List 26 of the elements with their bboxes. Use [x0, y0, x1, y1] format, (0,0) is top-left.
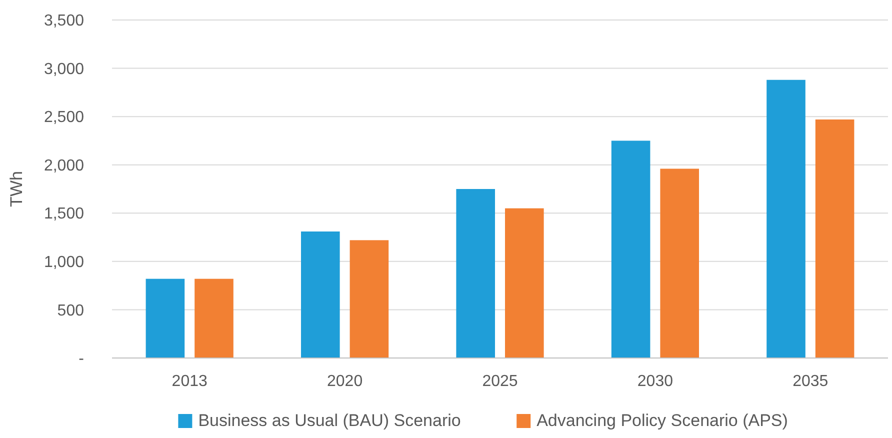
- bar: [350, 240, 389, 358]
- legend-label: Business as Usual (BAU) Scenario: [198, 411, 461, 430]
- x-tick-label: 2013: [172, 373, 208, 390]
- legend-label: Advancing Policy Scenario (APS): [536, 411, 788, 430]
- y-tick-label: 500: [57, 302, 84, 320]
- y-axis-title: TWh: [7, 171, 26, 207]
- y-tick-label: 3,500: [44, 12, 84, 30]
- bar: [505, 208, 544, 358]
- x-tick-label: 2025: [482, 373, 518, 390]
- bar: [456, 189, 495, 358]
- bar: [660, 168, 699, 358]
- y-tick-label: -: [78, 350, 84, 368]
- x-tick-label: 2035: [792, 373, 828, 390]
- bar: [146, 278, 185, 358]
- bar: [815, 119, 854, 358]
- y-tick-label: 2,500: [44, 109, 84, 126]
- x-tick-label: 2020: [327, 373, 363, 390]
- bar: [301, 231, 340, 358]
- y-tick-label: 2,000: [44, 157, 84, 174]
- y-tick-label: 1,000: [44, 254, 84, 272]
- y-tick-label: 3,000: [44, 60, 84, 78]
- bar: [611, 140, 650, 358]
- y-tick-label: 1,500: [44, 206, 84, 223]
- bar: [194, 278, 234, 358]
- bar: [766, 80, 806, 358]
- x-tick-label: 2030: [637, 373, 674, 390]
